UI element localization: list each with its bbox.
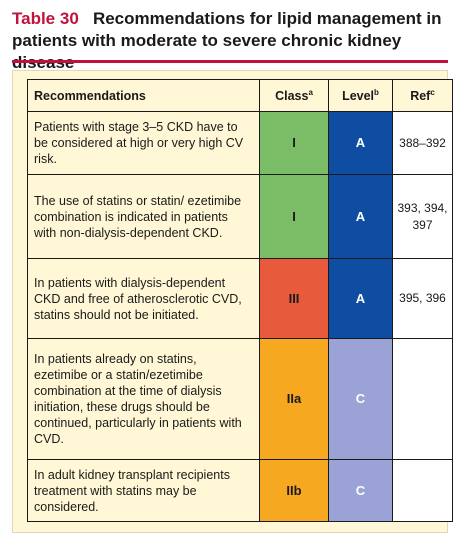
level-cell: A [328, 174, 393, 259]
table-row: In patients with dialysis-dependent CKD … [27, 258, 453, 339]
ref-cell: 393, 394, 397 [392, 174, 453, 259]
level-cell: C [328, 338, 393, 460]
table-caption: Recommendations for lipid management in … [12, 9, 442, 72]
header-class-footnote: a [308, 87, 313, 97]
table-title: Table 30 Recommendations for lipid manag… [12, 8, 456, 74]
table-row: The use of statins or statin/ ezetimibe … [27, 174, 453, 259]
level-cell: C [328, 459, 393, 522]
recommendation-text: In patients with dialysis-dependent CKD … [27, 258, 260, 339]
class-cell: IIb [259, 459, 329, 522]
level-cell: A [328, 258, 393, 339]
table-number: Table 30 [12, 9, 79, 28]
header-ref: Refc [392, 79, 453, 112]
class-cell: IIa [259, 338, 329, 460]
recommendation-text: In adult kidney transplant recipients tr… [27, 459, 260, 522]
header-level-footnote: b [374, 87, 379, 97]
recommendation-text: The use of statins or statin/ ezetimibe … [27, 174, 260, 259]
level-cell: A [328, 111, 393, 175]
ref-cell: 388–392 [392, 111, 453, 175]
header-recommendations: Recommendations [27, 79, 260, 112]
table-panel: Recommendations Classa Levelb Refc Patie… [12, 70, 453, 533]
table-row: Patients with stage 3–5 CKD have to be c… [27, 111, 453, 175]
header-class: Classa [259, 79, 329, 112]
table-header-row: Recommendations Classa Levelb Refc [27, 79, 453, 112]
table-row: In adult kidney transplant recipients tr… [27, 459, 453, 522]
ref-cell: 395, 396 [392, 258, 453, 339]
recommendation-text: In patients already on statins, ezetimib… [27, 338, 260, 460]
header-ref-footnote: c [430, 87, 435, 97]
class-cell: I [259, 174, 329, 259]
title-divider [12, 60, 448, 63]
header-level: Levelb [328, 79, 393, 112]
class-cell: I [259, 111, 329, 175]
recommendations-table: Recommendations Classa Levelb Refc Patie… [27, 79, 453, 522]
recommendation-text: Patients with stage 3–5 CKD have to be c… [27, 111, 260, 175]
table-row: In patients already on statins, ezetimib… [27, 338, 453, 460]
ref-cell [392, 459, 453, 522]
ref-cell [392, 338, 453, 460]
class-cell: III [259, 258, 329, 339]
